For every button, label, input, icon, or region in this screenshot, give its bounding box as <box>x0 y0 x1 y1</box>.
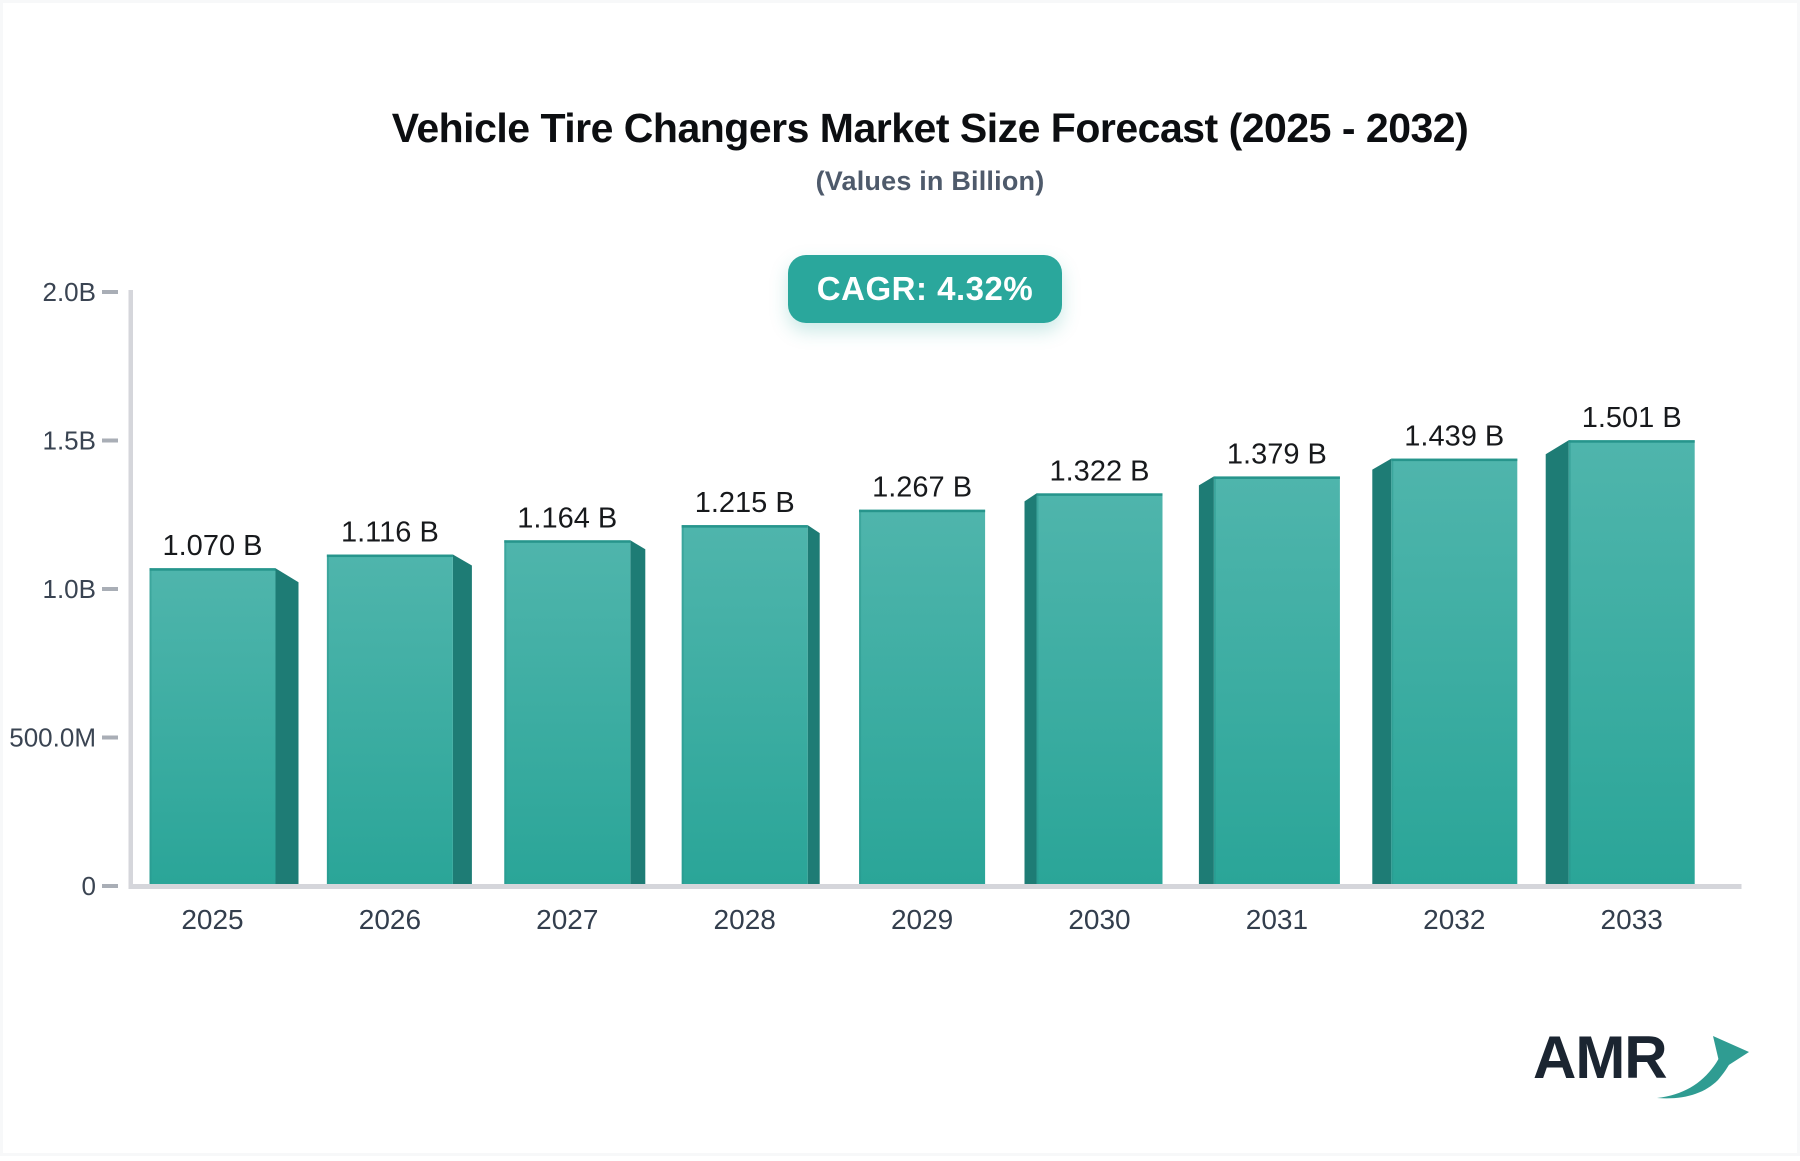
bar-left-edge <box>1213 476 1216 886</box>
x-axis-line <box>128 884 1742 889</box>
bar-value-label: 1.164 B <box>517 502 617 534</box>
chart-header: Vehicle Tire Changers Market Size Foreca… <box>60 0 1800 197</box>
bar-value-label: 1.267 B <box>872 472 972 504</box>
bar-value-label: 1.379 B <box>1227 438 1327 470</box>
bar-side-2031 <box>1198 476 1214 886</box>
bar-2029 <box>859 509 986 886</box>
bar-top-edge <box>859 509 986 513</box>
x-axis-label: 2025 <box>181 904 243 935</box>
bar-top-edge <box>1213 476 1340 479</box>
bar-top-edge <box>326 554 453 558</box>
bar-side-2026 <box>452 554 472 886</box>
bar-left-edge <box>1036 493 1039 886</box>
growth-arrow-icon <box>1656 1036 1749 1099</box>
bar-value-label: 1.501 B <box>1582 402 1682 434</box>
bar-value-label: 1.215 B <box>695 487 795 519</box>
bar-value-label: 1.322 B <box>1050 455 1150 487</box>
bar-2032 <box>1391 458 1518 886</box>
x-axis-label: 2031 <box>1246 904 1308 935</box>
bar-left-edge <box>504 540 507 886</box>
bar-2031 <box>1213 476 1340 886</box>
bar-value-label: 1.116 B <box>341 517 439 549</box>
bar-top-edge <box>1036 493 1163 496</box>
chart-title: Vehicle Tire Changers Market Size Foreca… <box>391 105 1469 151</box>
bar-2028 <box>681 525 808 886</box>
bar-2030 <box>1036 493 1163 886</box>
x-axis-label: 2026 <box>359 904 421 935</box>
amr-logo-text: AMR <box>1533 1024 1668 1091</box>
y-axis-tick <box>102 290 118 294</box>
y-axis-tick-label: 0 <box>82 871 96 901</box>
y-axis-tick <box>102 587 118 591</box>
x-axis-label: 2028 <box>714 904 776 935</box>
bar-top-edge <box>504 540 631 543</box>
x-axis-label: 2030 <box>1068 904 1130 935</box>
bar-2033 <box>1568 440 1695 886</box>
bar-top-edge <box>149 568 276 571</box>
bar-2026 <box>326 554 453 886</box>
y-axis-tick-label: 1.0B <box>43 574 97 604</box>
bar-side-2028 <box>807 525 820 886</box>
y-axis-tick <box>102 735 118 740</box>
bar-top-edge <box>1568 440 1695 443</box>
x-axis-label: 2032 <box>1423 904 1485 935</box>
chart-subtitle: (Values in Billion) <box>815 166 1045 196</box>
amr-logo: AMR <box>1533 1028 1753 1104</box>
bar-left-edge <box>681 525 684 886</box>
x-axis-label: 2029 <box>891 904 953 935</box>
bar-2027 <box>504 540 631 886</box>
bar-left-edge <box>149 568 152 886</box>
y-axis-line <box>128 290 133 889</box>
y-axis-tick-label: 500.0M <box>9 723 96 753</box>
x-axis-label: 2027 <box>536 904 598 935</box>
bar-value-label: 1.070 B <box>163 530 263 562</box>
bar-side-2027 <box>630 540 646 886</box>
bar-left-edge <box>326 554 329 886</box>
bar-top-edge <box>1391 458 1518 462</box>
bar-left-edge <box>859 509 862 886</box>
y-axis-tick-label: 1.5B <box>43 426 97 456</box>
bar-left-edge <box>1391 458 1394 886</box>
y-axis-tick <box>102 884 118 888</box>
bar-side-2025 <box>275 568 299 886</box>
bar-side-2032 <box>1372 458 1392 886</box>
x-axis-label: 2033 <box>1601 904 1663 935</box>
cagr-badge: CAGR: 4.32% <box>788 255 1062 323</box>
y-axis-tick-label: 2.0B <box>43 277 97 307</box>
y-axis-tick <box>102 438 118 443</box>
bar-top-edge <box>681 525 808 528</box>
bar-left-edge <box>1568 440 1571 886</box>
bar-value-label: 1.439 B <box>1404 421 1504 453</box>
bar-2025 <box>149 568 276 886</box>
bar-side-2033 <box>1545 440 1569 886</box>
bar-side-2030 <box>1024 493 1037 886</box>
